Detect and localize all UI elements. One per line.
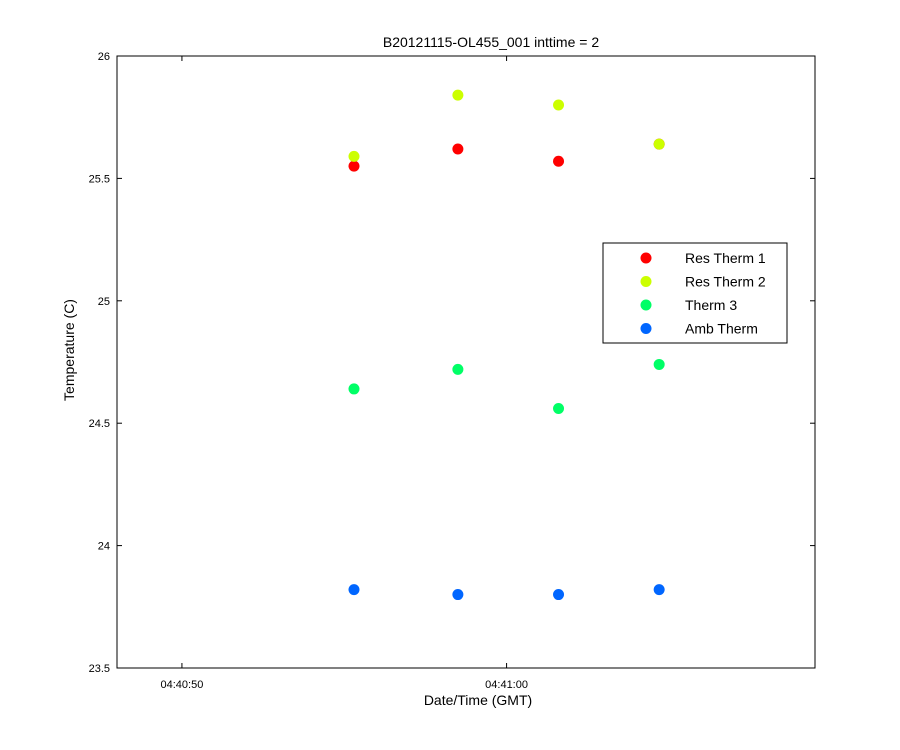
y-tick-label: 24.5 [89,418,110,430]
data-points [348,89,665,601]
data-point [553,589,565,601]
data-point [348,383,360,395]
data-point [348,150,360,162]
x-axis-label: Date/Time (GMT) [424,692,532,708]
data-point [348,160,360,172]
legend-marker [640,252,652,264]
legend-label: Res Therm 2 [685,274,766,290]
data-point [653,138,665,150]
series-3 [348,358,665,415]
data-point [553,99,565,111]
data-point [452,363,464,375]
plot-area [116,55,816,669]
data-point [553,403,565,415]
y-tick-label: 25 [98,296,110,308]
series-4 [348,584,665,601]
data-point [553,155,565,167]
y-tick-label: 25.5 [89,173,110,185]
x-tick-label: 04:40:50 [161,679,204,691]
axis-ticks: 23.5 24 24.5 25 25.5 26 04:40:50 04:41:00 [89,51,815,691]
legend-label: Therm 3 [685,297,737,313]
legend-label: Res Therm 1 [685,250,766,266]
data-point [452,89,464,101]
data-point [348,584,360,596]
legend-box [602,242,788,344]
y-tick-label: 26 [98,51,110,63]
y-tick-label: 23.5 [89,663,110,675]
data-point [452,589,464,601]
legend-label: Amb Therm [685,321,758,337]
chart-title: B20121115-OL455_001 inttime = 2 [383,34,599,50]
legend: Res Therm 1 Res Therm 2 Therm 3 Amb Therm [602,242,788,344]
data-point [653,584,665,596]
legend-marker [640,276,652,287]
data-point [452,143,464,155]
y-axis-label: Temperature (C) [61,299,77,401]
series-2 [348,89,665,162]
y-tick-label: 24 [98,541,110,553]
legend-marker [640,323,652,334]
x-tick-label: 04:41:00 [485,679,528,691]
data-point [653,358,665,370]
legend-marker [640,299,652,311]
